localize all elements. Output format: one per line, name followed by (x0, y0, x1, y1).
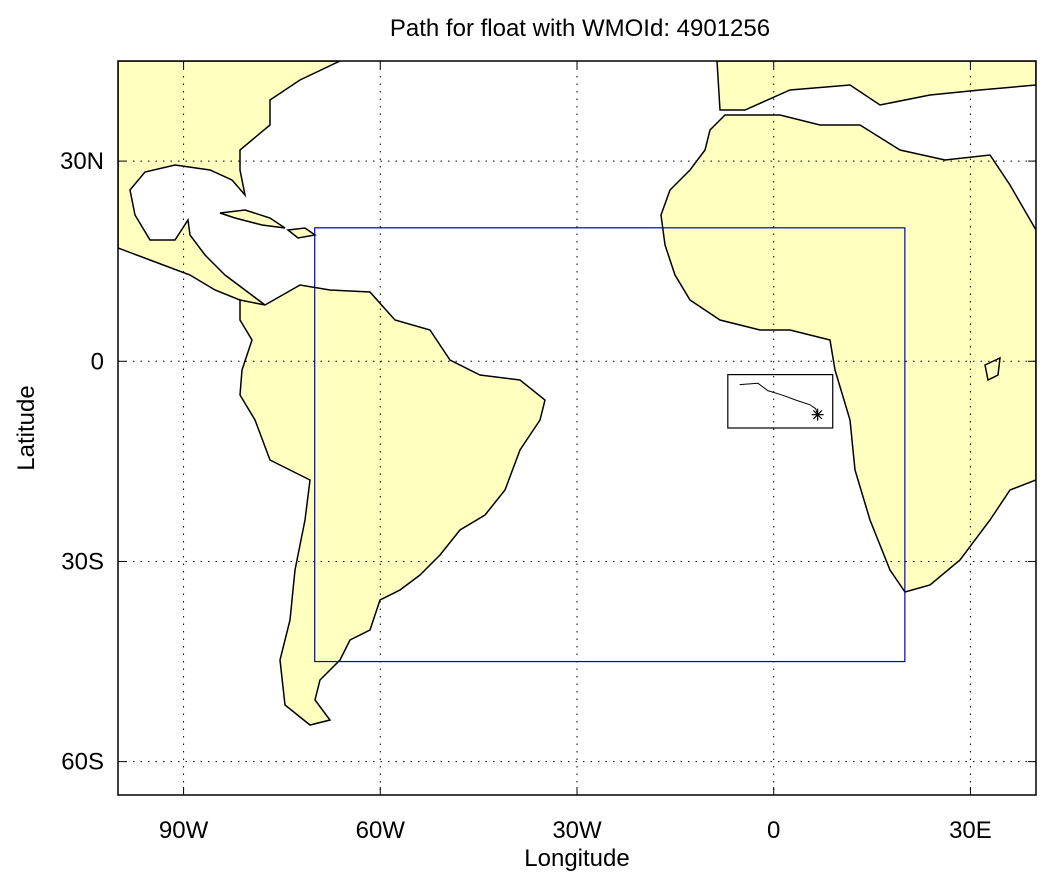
float-path (739, 382, 819, 415)
south-america (239, 284, 546, 726)
europe (716, 61, 1036, 111)
x-axis-label: Longitude (524, 845, 629, 872)
y-tick-label: 60S (61, 749, 104, 776)
cuba (219, 209, 286, 229)
coastlines (118, 61, 1036, 726)
x-tick-label: 30E (949, 817, 992, 844)
float-end-marker (811, 408, 824, 421)
x-tick-label: 90W (159, 817, 209, 844)
y-tick-label: 30S (61, 548, 104, 575)
region-box (727, 374, 834, 429)
x-tick-label: 30W (552, 817, 602, 844)
y-tick-label: 30N (60, 148, 104, 175)
chart-title: Path for float with WMOId: 4901256 (390, 15, 770, 42)
y-tick-label: 0 (91, 348, 104, 375)
north-america (118, 61, 341, 311)
x-tick-label: 0 (767, 817, 780, 844)
madagascar (984, 356, 1001, 382)
y-axis-label: Latitude (13, 385, 40, 470)
africa (660, 114, 1036, 593)
region-box (314, 227, 906, 663)
x-tick-label: 60W (356, 817, 406, 844)
hispaniola (286, 227, 317, 239)
